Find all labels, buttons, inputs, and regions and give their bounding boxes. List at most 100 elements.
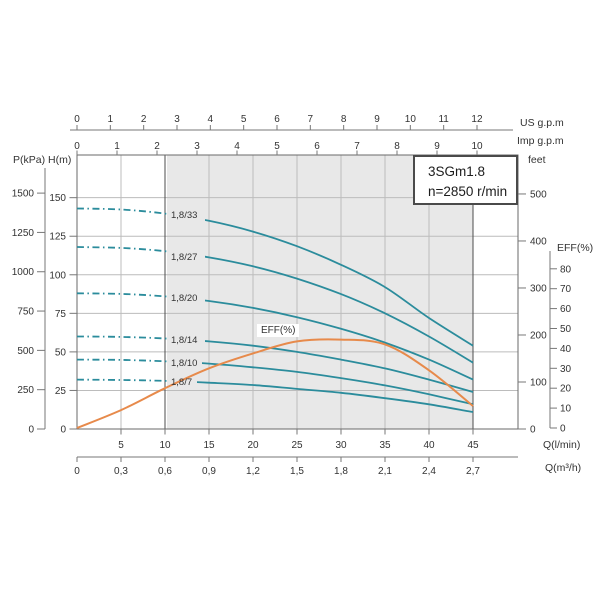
svg-text:300: 300	[530, 283, 547, 294]
svg-text:0: 0	[60, 425, 66, 436]
svg-text:40: 40	[560, 344, 572, 355]
svg-text:1,8: 1,8	[334, 466, 348, 477]
svg-text:0: 0	[74, 466, 80, 477]
svg-text:35: 35	[379, 440, 391, 451]
pump-model: 3SGm1.8	[428, 164, 486, 179]
svg-text:25: 25	[55, 386, 67, 397]
svg-text:0: 0	[74, 114, 80, 125]
svg-text:15: 15	[203, 440, 215, 451]
svg-text:50: 50	[560, 324, 572, 335]
svg-text:400: 400	[530, 236, 547, 247]
svg-text:10: 10	[471, 141, 483, 152]
svg-text:30: 30	[560, 364, 572, 375]
svg-text:1,5: 1,5	[290, 466, 304, 477]
svg-text:9: 9	[374, 114, 380, 125]
svg-text:1250: 1250	[12, 228, 35, 239]
curve-label-1-8-10: 1,8/10	[171, 358, 198, 369]
pump-speed: n=2850 r/min	[428, 184, 508, 200]
svg-text:30: 30	[335, 440, 347, 451]
svg-text:5: 5	[241, 114, 247, 125]
h-m-axis: 0 25 50 75 100 125 150	[49, 193, 77, 436]
q-lmin-axis: 5 10 15 20 25 30 35 40 45	[118, 429, 479, 451]
svg-text:8: 8	[341, 114, 347, 125]
svg-text:25: 25	[291, 440, 303, 451]
svg-text:45: 45	[467, 440, 479, 451]
svg-text:7: 7	[308, 114, 314, 125]
q-lmin-axis-title: Q(l/min)	[543, 439, 581, 451]
svg-text:0,9: 0,9	[202, 466, 216, 477]
head-curve-1	[205, 255, 474, 364]
head-curve-4	[202, 362, 474, 406]
svg-text:10: 10	[159, 440, 171, 451]
svg-text:4: 4	[208, 114, 214, 125]
q-m3h-axis-title: Q(m³/h)	[545, 462, 582, 474]
head-curve-dashed-5	[76, 378, 168, 382]
svg-text:3: 3	[174, 114, 180, 125]
svg-text:100: 100	[530, 377, 547, 388]
imp-gpm-axis: 0 1 2 3 4 5 6 7 8 9 10	[74, 141, 483, 155]
head-curve-dashed-4	[76, 358, 168, 363]
svg-text:60: 60	[560, 304, 572, 315]
svg-text:7: 7	[354, 141, 360, 152]
svg-text:0,6: 0,6	[158, 466, 172, 477]
svg-text:9: 9	[434, 141, 440, 152]
svg-text:0: 0	[74, 141, 80, 152]
chart-title-box: 3SGm1.8 n=2850 r/min	[413, 155, 518, 205]
q-m3h-axis: 0 0,3 0,6 0,9 1,2 1,5 1,8 2,1 2,4 2,7	[74, 456, 518, 477]
us-gpm-axis: 0 1 2 3 4 5 6 7 8 9 10 11 12	[70, 114, 513, 131]
head-curve-5	[197, 381, 474, 413]
head-curve-dashed-1	[76, 246, 168, 253]
curve-label-1-8-14: 1,8/14	[171, 335, 198, 346]
eff-curve-label: EFF(%)	[257, 324, 300, 337]
svg-text:2,7: 2,7	[466, 466, 480, 477]
h-m-axis-title: H(m)	[48, 154, 72, 166]
head-curve-dashed-3	[76, 335, 168, 340]
svg-text:4: 4	[234, 141, 240, 152]
head-curve-2	[205, 299, 474, 381]
svg-text:1000: 1000	[12, 267, 35, 278]
svg-text:80: 80	[560, 264, 572, 275]
us-gpm-axis-title: US g.p.m	[520, 117, 564, 129]
svg-text:0: 0	[560, 424, 566, 435]
svg-text:125: 125	[49, 232, 66, 243]
svg-text:5: 5	[118, 440, 124, 451]
svg-text:6: 6	[314, 141, 320, 152]
curve-label-1-8-7: 1,8/7	[171, 377, 193, 388]
svg-text:1: 1	[108, 114, 114, 125]
svg-text:1500: 1500	[12, 189, 35, 200]
svg-text:0: 0	[28, 425, 34, 436]
svg-text:70: 70	[560, 284, 572, 295]
svg-text:2: 2	[141, 114, 147, 125]
svg-text:11: 11	[438, 114, 449, 125]
imp-gpm-axis-title: Imp g.p.m	[517, 135, 564, 147]
curve-label-1-8-33: 1,8/33	[171, 210, 198, 221]
eff-axis: 0 10 20 30 40 50 60 70 80	[549, 251, 572, 435]
svg-text:6: 6	[274, 114, 280, 125]
svg-text:0,3: 0,3	[114, 466, 128, 477]
curve-label-1-8-27: 1,8/27	[171, 252, 198, 263]
svg-text:40: 40	[423, 440, 435, 451]
head-curve-0	[205, 219, 474, 347]
svg-text:8: 8	[394, 141, 400, 152]
svg-text:2: 2	[154, 141, 160, 152]
svg-text:20: 20	[247, 440, 259, 451]
svg-text:75: 75	[55, 309, 67, 320]
svg-text:20: 20	[560, 384, 572, 395]
svg-text:1,2: 1,2	[246, 466, 260, 477]
svg-text:1: 1	[114, 141, 120, 152]
svg-text:250: 250	[17, 385, 34, 396]
head-curve-3	[205, 340, 474, 393]
head-curve-dashed-0	[76, 207, 168, 215]
feet-axis: 0 100 200 300 400 500	[518, 189, 547, 436]
svg-text:10: 10	[560, 404, 572, 415]
svg-text:2,1: 2,1	[378, 466, 392, 477]
feet-axis-title: feet	[528, 154, 546, 166]
svg-text:750: 750	[17, 307, 34, 318]
svg-text:10: 10	[405, 114, 417, 125]
svg-text:0: 0	[530, 425, 536, 436]
svg-text:200: 200	[530, 330, 547, 341]
svg-text:5: 5	[274, 141, 280, 152]
svg-text:2,4: 2,4	[422, 466, 436, 477]
efficiency-curve	[76, 338, 474, 429]
